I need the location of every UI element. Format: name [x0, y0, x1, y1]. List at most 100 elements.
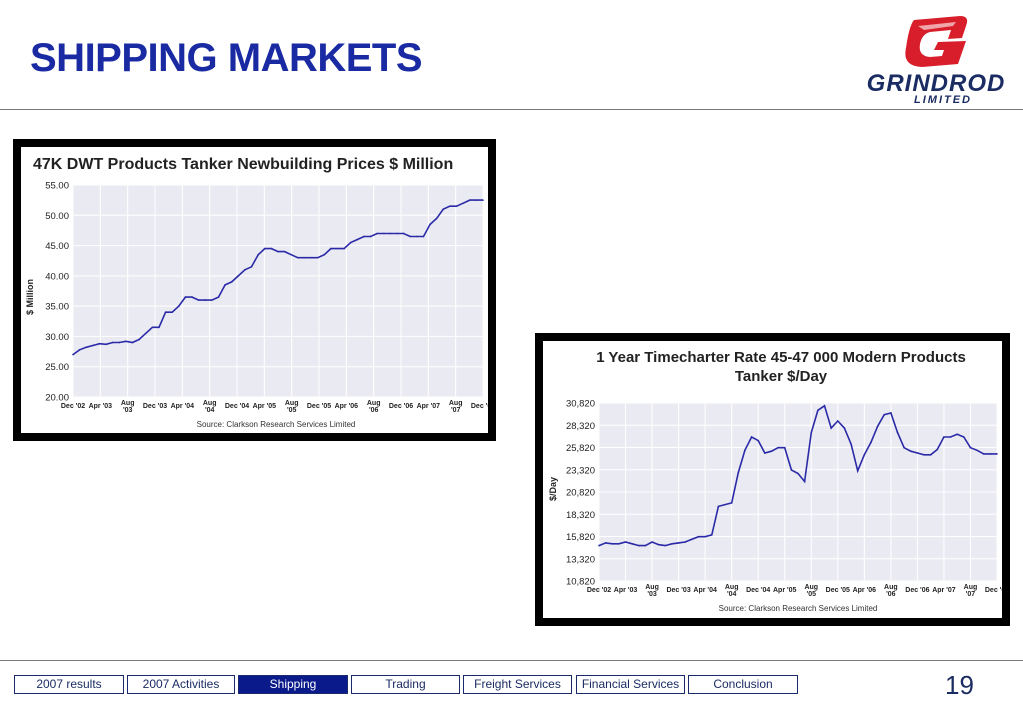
data-point	[303, 256, 306, 259]
data-point	[131, 341, 134, 344]
timecharter-rate-plot: 1 Year Timecharter Rate 45-47 000 Modern…	[548, 349, 1009, 613]
x-tick-label: Apr '05	[773, 587, 797, 594]
nav-trading[interactable]: Trading	[351, 675, 460, 694]
data-point	[330, 247, 332, 250]
data-point	[376, 232, 378, 235]
x-tick-label: Apr '06	[335, 403, 359, 410]
data-point	[757, 439, 759, 442]
data-point	[92, 344, 94, 347]
x-tick-label: Apr '04	[171, 403, 195, 410]
data-point	[863, 453, 866, 456]
y-tick-label: 13,320	[566, 554, 595, 565]
header-divider	[0, 109, 1023, 110]
data-point	[111, 341, 114, 344]
chart-title: 47K DWT Products Tanker Newbuilding Pric…	[33, 156, 453, 173]
x-tick-label: Dec '02	[587, 587, 611, 594]
logo-wordmark: GRINDROD	[866, 70, 1006, 97]
timecharter-rate-chart: 1 Year Timecharter Rate 45-47 000 Modern…	[535, 333, 1010, 626]
data-point	[184, 296, 187, 298]
data-point	[171, 311, 173, 313]
page-number: 19	[945, 670, 974, 700]
x-tick-label: Aug '06	[884, 584, 898, 598]
data-point	[830, 427, 832, 429]
x-tick-label: Dec '05	[307, 403, 331, 410]
data-point	[217, 296, 220, 298]
data-point	[909, 450, 912, 453]
data-point	[710, 534, 713, 536]
y-tick-label: 10,820	[566, 577, 595, 588]
data-point	[244, 269, 246, 271]
data-point	[197, 299, 200, 301]
nav-freight-services[interactable]: Freight Services	[463, 675, 572, 694]
data-point	[704, 535, 706, 538]
x-tick-label: Aug '06	[367, 400, 381, 414]
data-point	[429, 223, 431, 226]
data-point	[969, 446, 972, 449]
data-point	[976, 449, 978, 452]
x-tick-label: Aug '04	[725, 584, 739, 598]
data-point	[697, 535, 700, 538]
data-point	[396, 232, 398, 235]
x-tick-label: Dec '03	[143, 403, 167, 410]
data-point	[118, 341, 121, 344]
logo-subtitle: LIMITED	[914, 94, 972, 106]
y-tick-label: 20.00	[45, 393, 69, 404]
nav-financial-services[interactable]: Financial Services	[576, 675, 685, 694]
chart-source: Source: Clarkson Research Services Limit…	[197, 420, 356, 429]
data-point	[144, 332, 147, 335]
data-point	[744, 449, 746, 452]
data-point	[903, 446, 905, 449]
data-point	[817, 409, 819, 412]
data-point	[310, 256, 312, 259]
x-tick-label: Apr '03	[89, 403, 113, 410]
x-tick-label: Apr '07	[932, 587, 956, 594]
data-point	[677, 542, 680, 544]
data-point	[598, 544, 600, 547]
chart-title-line-2: Tanker $/Day	[735, 368, 828, 385]
chart-source: Source: Clarkson Research Services Limit…	[719, 604, 878, 613]
nav-2007-results[interactable]: 2007 results	[14, 675, 124, 694]
data-point	[237, 275, 240, 277]
data-point	[624, 541, 627, 543]
data-point	[449, 205, 451, 207]
data-point	[349, 241, 352, 244]
nav-shipping[interactable]: Shipping	[238, 675, 348, 694]
data-point	[356, 238, 359, 241]
data-point	[618, 542, 620, 545]
data-point	[416, 235, 418, 238]
data-point	[870, 441, 872, 444]
data-point	[422, 235, 425, 238]
data-point	[343, 247, 345, 250]
data-point	[896, 431, 899, 434]
grindrod-g-icon	[905, 16, 968, 67]
data-point	[389, 232, 392, 235]
data-point	[462, 202, 464, 204]
data-point	[770, 450, 773, 453]
data-point	[916, 452, 919, 454]
y-tick-label: 55.00	[45, 181, 69, 192]
data-point	[475, 199, 478, 201]
nav-2007-activities[interactable]: 2007 Activities	[127, 675, 235, 694]
data-point	[989, 453, 992, 455]
data-point	[823, 405, 826, 407]
data-point	[777, 446, 779, 449]
data-point	[125, 340, 127, 343]
y-tick-label: 50.00	[45, 211, 69, 222]
data-point	[929, 453, 932, 456]
data-point	[843, 427, 846, 429]
data-point	[78, 348, 81, 351]
grindrod-logo: GRINDROD LIMITED	[852, 12, 1020, 108]
data-point	[803, 480, 806, 483]
x-tick-label: Dec '06	[905, 587, 929, 594]
x-tick-label: Aug '04	[203, 400, 217, 414]
data-point	[178, 305, 180, 307]
data-point	[644, 544, 647, 547]
data-point	[211, 299, 213, 301]
data-point	[224, 284, 226, 286]
y-axis-label: $ Million	[25, 279, 35, 315]
data-point	[717, 505, 720, 508]
nav-conclusion[interactable]: Conclusion	[688, 675, 798, 694]
footer-divider	[0, 660, 1023, 661]
data-point	[283, 250, 286, 253]
data-point	[956, 433, 958, 436]
